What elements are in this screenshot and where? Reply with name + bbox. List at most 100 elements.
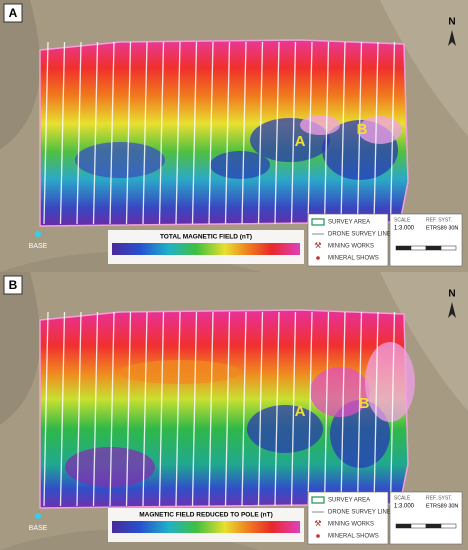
legend-box [307,491,389,545]
legend-label: DRONE SURVEY LINES [328,232,395,238]
scale-bar [410,523,427,529]
legend-label: MINING WORKS [328,244,374,250]
scale-bar [440,245,457,251]
anomaly-zone [247,405,323,453]
survey-line [373,41,379,225]
survey-line [76,41,82,225]
scale-bar [425,245,442,251]
survey-line [323,41,330,225]
anomaly-zone [310,367,370,417]
survey-line [290,41,297,225]
survey-line [389,41,396,225]
survey-line [109,311,115,507]
legend-symbol [311,218,325,226]
legend-label: MINING WORKS [328,522,374,528]
panel-label-box [3,275,23,295]
survey-line [373,311,379,507]
legend-label: DRONE SURVEY LINES [328,510,395,516]
legend-label: SURVEY AREA [328,498,370,504]
scale-bar [410,245,427,251]
legend-symbol: ⚒ [314,241,321,250]
survey-line [340,311,346,507]
base-label: BASE [29,243,48,250]
anomaly-zone [120,360,240,384]
north-label: N [448,289,455,300]
survey-line [208,41,214,225]
scale-bar [395,523,412,529]
survey-line [191,41,198,225]
legend-symbol [311,496,325,504]
ref-value: ETRS89 30N [426,503,458,509]
survey-area [39,39,409,227]
legend-symbol [316,534,320,538]
panel-label-box [3,3,23,23]
survey-line [142,311,148,507]
base-label: BASE [29,525,48,532]
survey-line [59,311,66,507]
anomaly-zone [75,142,165,178]
ref-value: ETRS89 30N [426,225,458,231]
survey-line [208,311,214,507]
north-arrow [448,302,456,318]
terrain-ridge [0,272,40,425]
survey-line [142,41,148,225]
map-panel: A A B N BASE TOTAL MAGNETIC FIELD (nT) SURVEY … [0,0,468,272]
anomaly-label: A [295,133,306,150]
survey-line [175,41,181,225]
survey-line [43,41,49,225]
base-marker [35,231,41,237]
anomaly-zone [300,115,340,135]
survey-line [109,41,115,225]
survey-line [274,41,280,225]
panel-label: A [9,6,18,20]
scale-heading: SCALE [394,217,411,223]
scale-bar [395,245,412,251]
survey-line [125,311,132,507]
survey-line [389,311,396,507]
survey-line [76,311,82,507]
survey-line [92,311,99,507]
survey-line [257,311,264,507]
survey-line [158,41,165,225]
legend-label: MINERAL SHOWS [328,256,379,262]
survey-line [224,311,231,507]
anomaly-label: B [359,395,370,412]
legend-label: MINERAL SHOWS [328,534,379,540]
colorbar-title: MAGNETIC FIELD REDUCED TO POLE (nT) [139,512,273,519]
panel-label: B [9,278,18,292]
scale-box [389,213,463,267]
survey-line [356,311,363,507]
terrain-ridge [0,0,40,150]
anomaly-zone [365,342,415,422]
anomaly-zone [210,151,270,179]
anomaly-label: A [295,403,306,420]
scale-heading: SCALE [394,495,411,501]
north-arrow [448,30,456,46]
survey-line [274,311,280,507]
colorbar-title: TOTAL MAGNETIC FIELD (nT) [160,234,252,241]
anomaly-zone [65,447,155,487]
terrain-ridge [380,0,468,136]
colorbar [112,243,300,255]
ref-heading: REF. SYST. [426,495,452,501]
base-marker [35,513,41,519]
legend-symbol [316,256,320,260]
survey-line [290,311,297,507]
survey-line [224,41,231,225]
scale-bar [425,523,442,529]
north-label: N [448,17,455,28]
survey-line [307,311,313,507]
anomaly-zone [358,116,402,144]
survey-line [356,41,363,225]
ref-heading: REF. SYST. [426,217,452,223]
survey-line [257,41,264,225]
scale-value: 1:3.000 [394,226,415,232]
legend-label: SURVEY AREA [328,220,370,226]
terrain-ridge [380,272,468,411]
survey-line [191,311,198,507]
survey-line [241,311,247,507]
survey-line [340,41,346,225]
map-panel: B A B N BASE MAGNETIC FIELD REDUCED TO POLE (… [0,272,468,550]
